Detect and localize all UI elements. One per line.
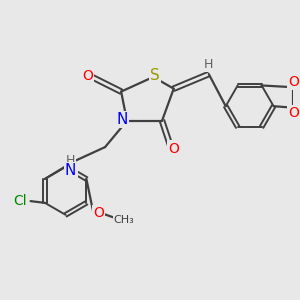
Text: Cl: Cl bbox=[14, 194, 27, 208]
Text: H: H bbox=[204, 58, 213, 71]
Text: O: O bbox=[289, 106, 299, 120]
Text: H: H bbox=[66, 154, 75, 166]
Text: CH₃: CH₃ bbox=[114, 214, 134, 224]
Text: O: O bbox=[168, 142, 179, 155]
Text: O: O bbox=[289, 75, 299, 89]
Text: N: N bbox=[65, 163, 76, 178]
Text: N: N bbox=[116, 112, 128, 127]
Text: O: O bbox=[93, 206, 104, 220]
Text: S: S bbox=[150, 68, 160, 83]
Text: O: O bbox=[82, 68, 93, 83]
